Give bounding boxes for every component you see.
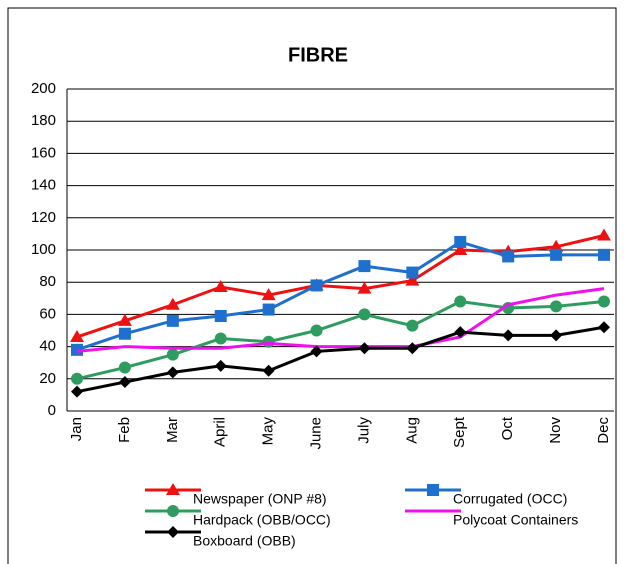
x-tick-label: Feb xyxy=(116,417,133,443)
x-tick-label: Jan xyxy=(68,417,85,441)
series-line xyxy=(76,240,604,352)
marker xyxy=(262,364,275,377)
x-tick-label: Oct xyxy=(499,416,516,440)
x-tick-label: April xyxy=(212,417,229,447)
series-line xyxy=(76,325,605,394)
marker xyxy=(502,329,515,342)
marker xyxy=(550,300,563,313)
x-tick-label: Mar xyxy=(164,417,181,443)
marker xyxy=(357,281,372,294)
marker xyxy=(166,366,179,379)
x-tick-label: Nov xyxy=(547,417,564,444)
y-tick-label: 80 xyxy=(39,273,56,290)
marker xyxy=(71,372,83,385)
legend-label: Hardpack (OBB/OCC) xyxy=(193,512,331,528)
legend-marker xyxy=(166,483,180,495)
marker xyxy=(310,324,323,337)
marker xyxy=(454,326,467,339)
y-tick-label: 140 xyxy=(31,177,56,194)
y-tick-label: 40 xyxy=(39,338,56,355)
x-tick-label: Dec xyxy=(595,417,612,444)
marker xyxy=(118,327,131,340)
legend-label: Corrugated (OCC) xyxy=(453,491,567,507)
marker xyxy=(358,342,371,355)
marker xyxy=(165,297,180,310)
marker xyxy=(406,342,419,355)
marker xyxy=(310,279,323,292)
y-tick-label: 160 xyxy=(31,144,56,161)
legend-label: Boxboard (OBB) xyxy=(193,533,296,549)
legend-label: Polycoat Containers xyxy=(453,512,578,528)
y-tick-label: 100 xyxy=(31,241,56,258)
marker xyxy=(406,319,419,332)
legend-item: Polycoat Containers xyxy=(405,509,578,528)
y-tick-label: 60 xyxy=(39,305,56,322)
x-tick-label: Aug xyxy=(403,417,420,444)
marker xyxy=(453,243,468,255)
chart-title: FIBRE xyxy=(288,44,348,66)
marker xyxy=(598,248,610,261)
marker xyxy=(358,260,371,273)
marker xyxy=(598,321,610,334)
y-tick-label: 200 xyxy=(31,80,56,97)
marker xyxy=(261,288,276,301)
legend-item: Hardpack (OBB/OCC) xyxy=(145,505,331,528)
marker xyxy=(358,308,371,321)
legend-marker xyxy=(167,505,179,517)
x-tick-label: July xyxy=(355,417,372,444)
chart-frame xyxy=(7,7,617,564)
marker xyxy=(70,329,84,342)
marker xyxy=(118,376,131,389)
x-tick-label: Sept xyxy=(451,416,468,448)
marker xyxy=(549,239,564,252)
marker xyxy=(598,295,610,308)
legend-marker xyxy=(427,484,439,496)
marker xyxy=(597,228,611,241)
legend-item: Boxboard (OBB) xyxy=(145,526,296,549)
marker xyxy=(454,235,467,248)
marker xyxy=(71,385,83,398)
legend-marker xyxy=(167,526,179,538)
legend-label: Newspaper (ONP #8) xyxy=(193,491,327,507)
x-tick-label: June xyxy=(308,417,325,450)
series-line xyxy=(76,287,605,353)
marker xyxy=(262,335,275,348)
marker xyxy=(502,250,515,263)
marker xyxy=(262,303,275,316)
marker xyxy=(213,280,228,293)
marker xyxy=(310,345,323,358)
marker xyxy=(214,332,227,345)
y-tick-label: 120 xyxy=(31,209,56,226)
marker xyxy=(214,310,227,323)
marker xyxy=(71,343,83,356)
marker xyxy=(406,266,419,279)
legend-item: Newspaper (ONP #8) xyxy=(145,483,327,507)
y-tick-label: 20 xyxy=(39,370,56,387)
marker xyxy=(118,361,131,374)
marker xyxy=(117,313,132,326)
marker xyxy=(214,359,227,372)
marker xyxy=(166,348,179,361)
marker xyxy=(550,329,563,342)
y-tick-label: 180 xyxy=(31,112,56,129)
marker xyxy=(405,273,420,286)
series-line xyxy=(76,299,605,381)
series-line xyxy=(76,234,605,339)
marker xyxy=(454,295,467,308)
marker xyxy=(550,248,563,261)
legend-item: Corrugated (OCC) xyxy=(405,484,567,507)
y-tick-label: 0 xyxy=(48,402,56,419)
x-tick-label: May xyxy=(260,417,277,446)
marker xyxy=(166,314,179,327)
